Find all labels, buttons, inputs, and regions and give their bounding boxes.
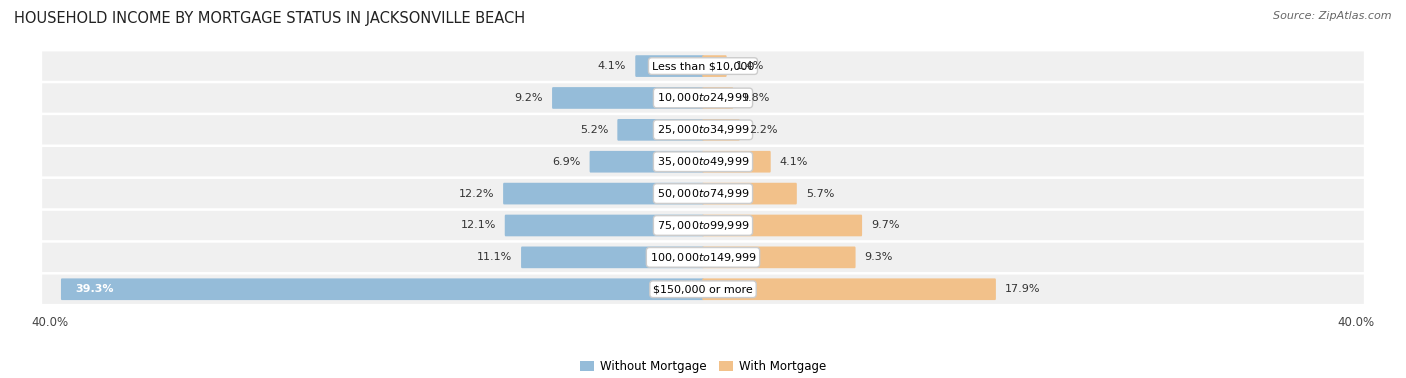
Text: 9.3%: 9.3% [865, 253, 893, 262]
Text: 1.8%: 1.8% [742, 93, 770, 103]
FancyBboxPatch shape [42, 274, 1364, 304]
FancyBboxPatch shape [617, 119, 704, 141]
FancyBboxPatch shape [636, 55, 704, 77]
Text: 12.1%: 12.1% [460, 220, 496, 231]
FancyBboxPatch shape [42, 83, 1364, 113]
Text: 9.7%: 9.7% [872, 220, 900, 231]
Text: 5.2%: 5.2% [581, 125, 609, 135]
FancyBboxPatch shape [702, 55, 727, 77]
FancyBboxPatch shape [702, 183, 797, 204]
Text: 12.2%: 12.2% [458, 189, 494, 198]
Text: HOUSEHOLD INCOME BY MORTGAGE STATUS IN JACKSONVILLE BEACH: HOUSEHOLD INCOME BY MORTGAGE STATUS IN J… [14, 11, 526, 26]
FancyBboxPatch shape [702, 279, 995, 300]
FancyBboxPatch shape [702, 151, 770, 173]
Text: 4.1%: 4.1% [780, 157, 808, 167]
Text: Less than $10,000: Less than $10,000 [652, 61, 754, 71]
Text: $75,000 to $99,999: $75,000 to $99,999 [657, 219, 749, 232]
Text: $100,000 to $149,999: $100,000 to $149,999 [650, 251, 756, 264]
FancyBboxPatch shape [702, 246, 856, 268]
FancyBboxPatch shape [42, 51, 1364, 81]
Text: 6.9%: 6.9% [553, 157, 581, 167]
Text: $50,000 to $74,999: $50,000 to $74,999 [657, 187, 749, 200]
Text: 1.4%: 1.4% [735, 61, 763, 71]
FancyBboxPatch shape [589, 151, 704, 173]
Text: 9.2%: 9.2% [515, 93, 543, 103]
FancyBboxPatch shape [42, 179, 1364, 208]
FancyBboxPatch shape [702, 119, 740, 141]
FancyBboxPatch shape [60, 279, 704, 300]
Text: $25,000 to $34,999: $25,000 to $34,999 [657, 123, 749, 136]
FancyBboxPatch shape [42, 147, 1364, 177]
Text: 5.7%: 5.7% [806, 189, 834, 198]
FancyBboxPatch shape [503, 183, 704, 204]
Text: 4.1%: 4.1% [598, 61, 626, 71]
FancyBboxPatch shape [553, 87, 704, 109]
FancyBboxPatch shape [522, 246, 704, 268]
FancyBboxPatch shape [42, 243, 1364, 272]
FancyBboxPatch shape [702, 215, 862, 236]
FancyBboxPatch shape [702, 87, 733, 109]
FancyBboxPatch shape [505, 215, 704, 236]
Text: $150,000 or more: $150,000 or more [654, 284, 752, 294]
Text: Source: ZipAtlas.com: Source: ZipAtlas.com [1274, 11, 1392, 21]
Text: 17.9%: 17.9% [1005, 284, 1040, 294]
Text: 39.3%: 39.3% [75, 284, 114, 294]
Text: 11.1%: 11.1% [477, 253, 512, 262]
FancyBboxPatch shape [42, 115, 1364, 144]
Text: $35,000 to $49,999: $35,000 to $49,999 [657, 155, 749, 168]
Legend: Without Mortgage, With Mortgage: Without Mortgage, With Mortgage [575, 356, 831, 378]
FancyBboxPatch shape [42, 211, 1364, 240]
Text: 2.2%: 2.2% [748, 125, 778, 135]
Text: $10,000 to $24,999: $10,000 to $24,999 [657, 91, 749, 104]
